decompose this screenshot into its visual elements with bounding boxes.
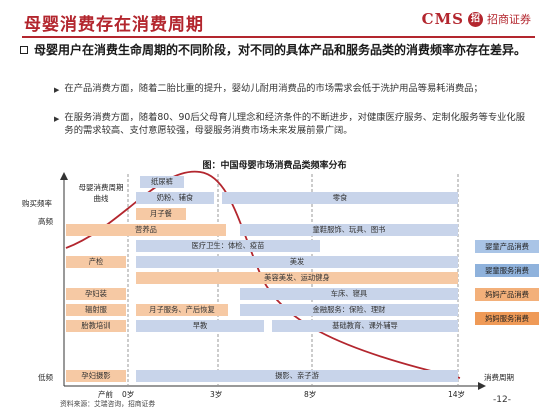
x-axis-label: 消费周期 xyxy=(484,373,514,382)
bar-radiation-suit: 辐射服 xyxy=(66,304,126,316)
page-title: 母婴消费存在消费周期 xyxy=(24,15,204,35)
bar-haircut: 美发 xyxy=(136,256,458,268)
page-number: -12- xyxy=(493,395,511,405)
triangle-bullet-icon: ▶ xyxy=(54,115,60,123)
bar-maternity-wear: 孕妇装 xyxy=(66,288,126,300)
source-note: 资料来源：艾瑞咨询，招商证券 xyxy=(60,400,156,408)
logo-cn-text: 招商证券 xyxy=(487,13,531,26)
bar-supplements: 营养品 xyxy=(66,224,226,236)
frequency-chart: 购买频率 高频 低频 消费周期 母婴消费周期曲线 产前 0岁 3岁 8岁 14岁… xyxy=(0,168,549,412)
legend-mom-product: 妈妈产品消费 xyxy=(475,288,539,301)
x-tick: 3岁 xyxy=(210,390,223,399)
x-tick: 0岁 xyxy=(122,390,135,399)
x-tick: 8岁 xyxy=(304,390,317,399)
legend-baby-product: 婴童产品消费 xyxy=(475,240,539,253)
sub-point-text: 在产品消费方面，随着二胎比重的提升，婴幼儿耐用消费品的市场需求会低于洗护用品等易… xyxy=(64,83,483,94)
brand-logo: CMS 招 招商证券 xyxy=(422,10,531,28)
bar-prenatal-education: 胎教培训 xyxy=(66,320,126,332)
bar-early-education: 早教 xyxy=(136,320,264,332)
curve-label: 母婴消费周期曲线 xyxy=(78,183,124,203)
x-tick: 产前 xyxy=(98,390,113,399)
triangle-bullet-icon: ▶ xyxy=(54,86,60,94)
bar-prenatal-check: 产检 xyxy=(66,256,126,268)
bar-diapers: 纸尿裤 xyxy=(140,176,184,188)
bar-finance: 金融服务：保险、理财 xyxy=(240,304,458,316)
logo-text: CMS xyxy=(421,10,464,28)
bar-kids-apparel: 童鞋服饰、玩具、图书 xyxy=(240,224,458,236)
bar-medical: 医疗卫生：体检、疫苗 xyxy=(136,240,320,252)
y-low-label: 低频 xyxy=(38,373,53,382)
sub-point: ▶ 在服务消费方面，随着80、90后父母育儿理念和经济条件的不断进步，对健康医疗… xyxy=(54,111,528,137)
figure-caption: 图：中国母婴市场消费品类频率分布 xyxy=(202,161,347,171)
main-bullet: 母婴用户在消费生命周期的不同阶段，对不同的具体产品和服务品类的消费频率亦存在差异… xyxy=(20,42,530,58)
bar-photo-travel: 摄影、亲子游 xyxy=(136,370,458,382)
main-bullet-text: 母婴用户在消费生命周期的不同阶段，对不同的具体产品和服务品类的消费频率亦存在差异… xyxy=(34,43,527,57)
legend-mom-service: 妈妈服务消费 xyxy=(475,312,539,325)
bar-postpartum: 月子服务、产后恢复 xyxy=(136,304,228,316)
bar-beauty-fitness: 美容美发、运动健身 xyxy=(136,272,458,284)
bar-stroller-bedding: 车床、寝具 xyxy=(240,288,458,300)
bar-snacks: 零食 xyxy=(222,192,458,204)
bar-basic-education: 基础教育、课外辅导 xyxy=(272,320,458,332)
y-high-label: 高频 xyxy=(38,217,53,226)
sub-point: ▶ 在产品消费方面，随着二胎比重的提升，婴幼儿耐用消费品的市场需求会低于洗护用品… xyxy=(54,82,528,97)
legend-baby-service: 婴童服务消费 xyxy=(475,264,539,277)
bar-formula: 奶粉、辅食 xyxy=(136,192,214,204)
title-divider xyxy=(22,36,535,38)
sub-point-text: 在服务消费方面，随着80、90后父母育儿理念和经济条件的不断进步，对健康医疗服务… xyxy=(64,112,526,136)
x-tick: 14岁 xyxy=(448,390,466,399)
bar-confinement-meals: 月子餐 xyxy=(136,208,186,220)
bar-maternity-photo: 孕妇摄影 xyxy=(66,370,126,382)
square-bullet-icon xyxy=(20,46,28,54)
y-axis-label: 购买频率 xyxy=(22,199,52,208)
y-axis-arrow-icon xyxy=(60,172,68,180)
logo-mark-icon: 招 xyxy=(468,11,483,27)
x-axis-arrow-icon xyxy=(478,382,486,390)
